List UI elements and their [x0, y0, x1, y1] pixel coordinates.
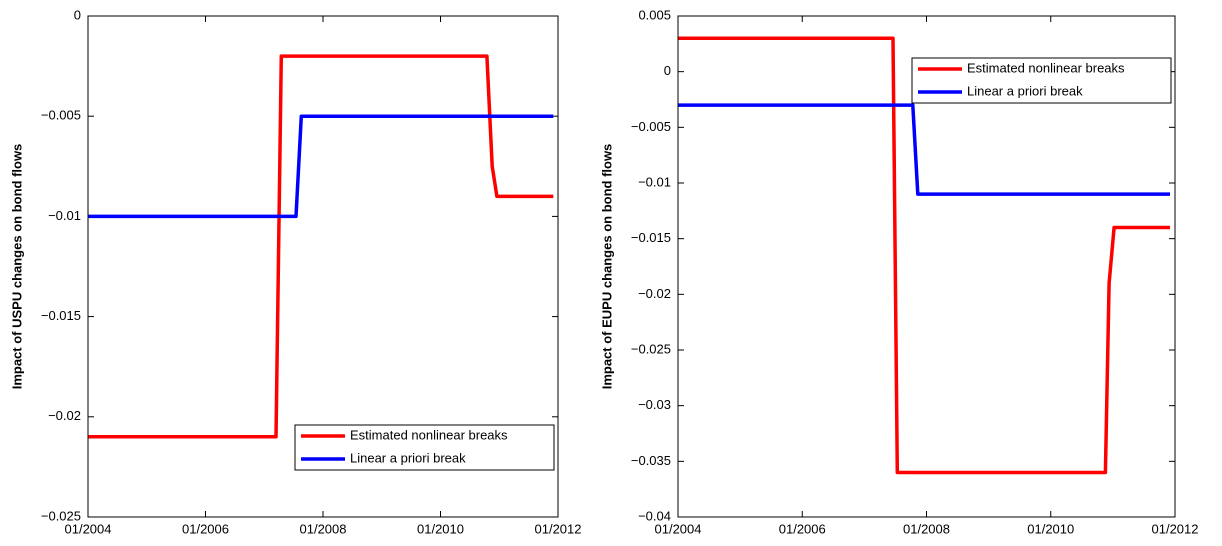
series-line: [678, 103, 1170, 196]
y-tick-label: −0.035: [631, 453, 671, 468]
legend: Estimated nonlinear breaks Linear a prior…: [911, 57, 1172, 104]
x-tick-label: 01/2012: [535, 521, 582, 536]
y-tick-label: −0.015: [41, 308, 81, 323]
legend-box: [294, 424, 555, 471]
x-tick-label: 01/2008: [903, 521, 950, 536]
y-tick-label: −0.005: [41, 108, 81, 123]
legend-label: Estimated nonlinear breaks: [967, 60, 1125, 75]
series-line: [88, 114, 554, 219]
axes-frame: [677, 15, 1176, 518]
x-tick-label: 01/2004: [65, 521, 112, 536]
y-tick-label: −0.01: [48, 208, 81, 223]
x-tick-label: 01/2008: [300, 521, 347, 536]
y-tick-label: 0.005: [638, 7, 671, 22]
axes-frame: [87, 15, 559, 518]
series-line: [678, 36, 1170, 475]
y-tick-label: −0.02: [48, 408, 81, 423]
y-tick-label: −0.005: [631, 119, 671, 134]
legend-box: [911, 57, 1172, 104]
y-tick-label: −0.04: [638, 508, 671, 523]
legend-label: Linear a priori break: [350, 450, 466, 465]
y-tick-label: 0: [664, 63, 671, 78]
x-tick-label: 01/2006: [182, 521, 229, 536]
y-tick-label: −0.02: [638, 286, 671, 301]
x-tick-label: 01/2012: [1152, 521, 1199, 536]
x-tick-label: 01/2006: [779, 521, 826, 536]
legend-label: Estimated nonlinear breaks: [350, 427, 508, 442]
legend: Estimated nonlinear breaks Linear a prior…: [294, 424, 555, 471]
x-tick-label: 01/2004: [655, 521, 702, 536]
y-axis-label: Impact of USPU changes on bond flows: [9, 144, 24, 390]
y-tick-label: −0.01: [638, 174, 671, 189]
x-tick-label: 01/2010: [417, 521, 464, 536]
series-line: [88, 54, 554, 439]
y-tick-label: −0.015: [631, 230, 671, 245]
y-tick-label: −0.025: [631, 341, 671, 356]
y-tick-label: −0.03: [638, 397, 671, 412]
x-tick-label: 01/2010: [1027, 521, 1074, 536]
legend-label: Linear a priori break: [967, 83, 1083, 98]
y-axis-label: Impact of EUPU changes on bond flows: [599, 144, 614, 390]
y-tick-label: −0.025: [41, 508, 81, 523]
y-tick-label: 0: [74, 7, 81, 22]
